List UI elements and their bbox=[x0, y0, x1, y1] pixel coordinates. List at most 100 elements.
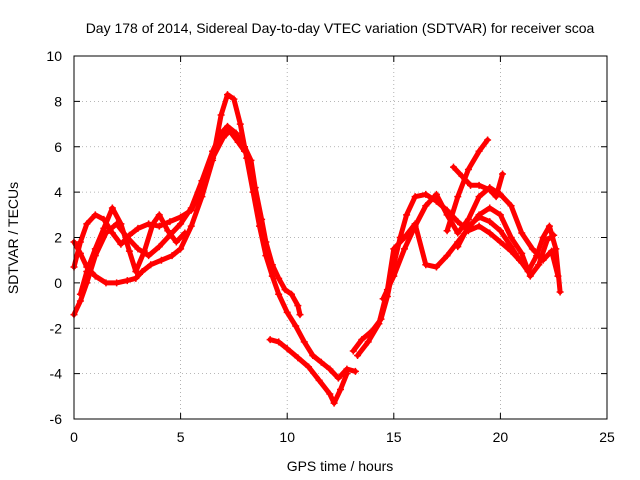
y-tick-label: 0 bbox=[54, 275, 62, 291]
data-point-marker bbox=[403, 211, 411, 219]
data-point-marker bbox=[255, 222, 263, 230]
data-point-marker bbox=[305, 363, 313, 371]
data-point-marker bbox=[454, 218, 462, 226]
data-point-marker bbox=[507, 202, 515, 210]
data-point-marker bbox=[543, 236, 551, 244]
data-point-marker bbox=[526, 272, 534, 280]
data-point-marker bbox=[334, 374, 342, 382]
data-point-marker bbox=[123, 277, 131, 285]
data-point-marker bbox=[138, 268, 146, 276]
data-point-marker bbox=[496, 211, 504, 219]
y-tick-label: -6 bbox=[50, 411, 63, 427]
data-point-marker bbox=[528, 245, 536, 253]
data-point-marker bbox=[241, 147, 249, 155]
data-point-marker bbox=[545, 222, 553, 230]
data-point-marker bbox=[326, 365, 334, 373]
data-point-marker bbox=[518, 229, 526, 237]
grid bbox=[74, 56, 607, 419]
data-point-marker bbox=[149, 220, 157, 228]
data-point-marker bbox=[464, 215, 472, 223]
data-point-marker bbox=[283, 345, 291, 353]
data-point-marker bbox=[337, 386, 344, 394]
data-point-marker bbox=[486, 186, 494, 194]
y-tick-label: 2 bbox=[54, 230, 62, 246]
data-point-marker bbox=[283, 308, 291, 316]
data-point-marker bbox=[496, 238, 504, 246]
data-point-marker bbox=[181, 229, 189, 237]
data-point-marker bbox=[281, 286, 289, 294]
data-point-marker bbox=[296, 311, 304, 319]
data-point-marker bbox=[76, 290, 84, 298]
data-point-marker bbox=[91, 245, 99, 253]
y-tick-label: 4 bbox=[54, 184, 62, 200]
data-point-marker bbox=[187, 206, 195, 214]
chart-title: Day 178 of 2014, Sidereal Day-to-day VTE… bbox=[86, 20, 595, 36]
data-point-marker bbox=[454, 193, 462, 201]
data-point-marker bbox=[354, 351, 362, 359]
data-point-marker bbox=[266, 336, 274, 344]
data-point-marker bbox=[198, 184, 206, 192]
data-point-marker bbox=[134, 224, 142, 232]
data-point-marker bbox=[475, 193, 483, 201]
data-point-marker bbox=[230, 95, 238, 103]
series-line bbox=[267, 337, 350, 406]
x-tick-label: 10 bbox=[279, 429, 295, 445]
data-point-marker bbox=[287, 290, 295, 298]
data-point-marker bbox=[317, 358, 325, 366]
x-tick-label: 0 bbox=[70, 429, 78, 445]
data-point-marker bbox=[177, 245, 185, 253]
data-point-marker bbox=[343, 370, 351, 378]
data-point-marker bbox=[155, 211, 163, 219]
data-point-marker bbox=[400, 245, 408, 253]
data-point-marker bbox=[486, 229, 494, 237]
data-point-marker bbox=[358, 336, 366, 344]
y-tick-label: 8 bbox=[54, 93, 62, 109]
data-point-marker bbox=[484, 136, 492, 144]
data-point-marker bbox=[226, 127, 234, 135]
data-point-marker bbox=[132, 268, 140, 276]
data-point-marker bbox=[155, 222, 163, 230]
data-point-marker bbox=[268, 272, 276, 280]
data-series bbox=[70, 91, 564, 407]
data-point-marker bbox=[294, 354, 302, 362]
data-point-marker bbox=[294, 302, 302, 310]
data-point-marker bbox=[108, 204, 116, 212]
data-point-marker bbox=[292, 322, 300, 330]
series-track-9 bbox=[443, 136, 492, 235]
data-point-marker bbox=[364, 338, 372, 346]
data-point-marker bbox=[140, 247, 148, 255]
data-point-marker bbox=[475, 147, 483, 155]
data-point-marker bbox=[108, 229, 116, 237]
data-point-marker bbox=[172, 238, 180, 246]
data-point-marker bbox=[422, 202, 430, 210]
data-point-marker bbox=[224, 91, 232, 99]
y-tick-label: 10 bbox=[46, 48, 62, 64]
data-point-marker bbox=[535, 261, 543, 269]
data-point-marker bbox=[164, 227, 172, 235]
data-point-marker bbox=[145, 252, 153, 260]
axis-ticks: 0 5 10 15 20 25 -6 -4 -2 0 2 4 6 8 10 bbox=[46, 48, 615, 445]
data-point-marker bbox=[499, 170, 507, 178]
x-tick-label: 15 bbox=[386, 429, 402, 445]
data-point-marker bbox=[556, 288, 564, 296]
data-point-marker bbox=[117, 240, 125, 248]
data-point-marker bbox=[486, 218, 494, 226]
data-point-marker bbox=[390, 272, 398, 280]
data-point-marker bbox=[275, 274, 283, 282]
data-point-marker bbox=[113, 279, 121, 287]
series-track-5 bbox=[266, 336, 351, 407]
data-point-marker bbox=[496, 227, 504, 235]
series-track-8 bbox=[379, 184, 562, 303]
data-point-marker bbox=[147, 261, 155, 269]
x-tick-label: 20 bbox=[493, 429, 509, 445]
data-point-marker bbox=[411, 193, 419, 201]
data-point-marker bbox=[432, 190, 440, 198]
data-point-marker bbox=[518, 249, 526, 257]
series-track-2 bbox=[70, 91, 359, 382]
data-point-marker bbox=[454, 243, 462, 251]
data-point-marker bbox=[507, 234, 515, 241]
y-tick-label: -2 bbox=[50, 320, 63, 336]
data-point-marker bbox=[432, 263, 440, 271]
data-point-marker bbox=[91, 272, 99, 280]
data-point-marker bbox=[507, 243, 515, 251]
